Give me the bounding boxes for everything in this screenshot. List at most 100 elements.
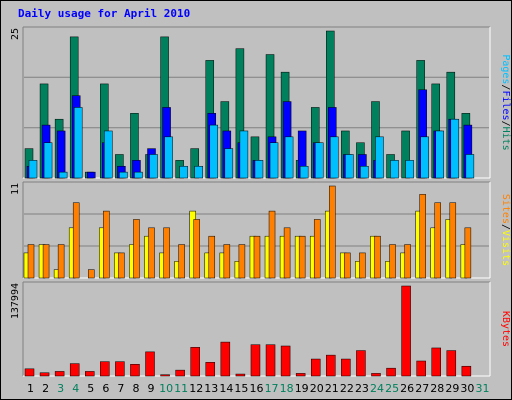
day-label-6: 6	[102, 382, 109, 395]
day-label-26: 26	[400, 382, 414, 395]
chart-title: Daily usage for April 2010	[18, 7, 191, 20]
bar-kbytes-day-3	[54, 371, 65, 377]
bar-sites-day-9	[148, 227, 155, 279]
bar-pages-day-27	[420, 136, 429, 179]
panel-1-series-label: Pages/Files/Hits	[500, 54, 511, 150]
bar-kbytes-day-21	[326, 354, 336, 377]
day-label-20: 20	[310, 382, 324, 395]
bar-kbytes-day-7	[115, 361, 125, 377]
bar-kbytes-day-6	[100, 361, 110, 377]
day-label-4: 4	[72, 382, 79, 395]
day-label-21: 21	[325, 382, 339, 395]
day-label-9: 9	[148, 382, 155, 395]
bar-sites-day-19	[298, 235, 306, 279]
bar-kbytes-day-16	[250, 344, 261, 377]
bar-sites-day-14	[223, 244, 231, 279]
bar-sites-day-22	[344, 252, 351, 279]
day-label-3: 3	[57, 382, 64, 395]
day-label-27: 27	[415, 382, 429, 395]
bar-sites-day-11	[178, 244, 185, 279]
panel-1-ymax-label: 25	[10, 28, 21, 40]
bar-pages-day-20	[314, 142, 324, 179]
bar-sites-day-8	[133, 219, 140, 279]
panel-3-series-label: KBytes	[500, 311, 511, 347]
bar-sites-day-15	[238, 244, 246, 279]
bar-kbytes-day-8	[130, 364, 140, 377]
bar-sites-day-29	[449, 202, 457, 279]
bar-kbytes-day-10	[160, 374, 170, 377]
bar-kbytes-day-24	[371, 373, 381, 377]
day-label-17: 17	[265, 382, 279, 395]
bar-sites-day-21	[329, 185, 336, 279]
day-label-16: 16	[250, 382, 264, 395]
bar-sites-day-27	[419, 194, 426, 279]
bar-sites-day-30	[464, 227, 472, 279]
bar-pages-day-16	[254, 160, 264, 179]
bar-pages-day-1	[28, 160, 38, 179]
bar-kbytes-day-22	[341, 358, 351, 377]
bar-kbytes-day-14	[220, 341, 231, 377]
bar-pages-day-23	[360, 165, 369, 179]
bar-pages-day-6	[104, 130, 113, 179]
bar-pages-day-13	[209, 124, 219, 179]
bar-pages-day-4	[73, 107, 83, 179]
bar-kbytes-day-4	[69, 363, 80, 377]
day-label-7: 7	[117, 382, 124, 395]
day-label-23: 23	[355, 382, 369, 395]
bar-pages-day-10	[164, 136, 173, 179]
bar-pages-day-3	[58, 171, 68, 179]
bar-pages-day-15	[239, 130, 249, 179]
bar-kbytes-day-13	[205, 362, 216, 377]
bar-sites-day-7	[118, 252, 125, 279]
bar-kbytes-day-30	[461, 365, 472, 377]
bar-pages-day-17	[269, 142, 279, 179]
bar-kbytes-day-2	[39, 372, 50, 377]
bar-kbytes-day-18	[280, 345, 291, 377]
day-label-12: 12	[189, 382, 203, 395]
bar-sites-day-1	[27, 244, 35, 279]
bar-sites-day-18	[283, 227, 291, 279]
day-label-28: 28	[430, 382, 444, 395]
bar-pages-day-18	[284, 136, 294, 179]
bar-sites-day-3	[57, 244, 65, 279]
bar-kbytes-day-27	[416, 360, 426, 377]
bar-sites-day-5	[88, 269, 95, 279]
bar-pages-day-24	[375, 136, 384, 179]
day-label-31: 31	[475, 382, 489, 395]
bar-pages-day-7	[119, 171, 128, 179]
day-label-14: 14	[219, 382, 233, 395]
day-label-22: 22	[340, 382, 354, 395]
bar-pages-day-19	[299, 165, 309, 179]
bar-sites-day-12	[193, 219, 200, 279]
bar-kbytes-day-1	[24, 368, 35, 377]
bar-sites-day-26	[404, 244, 411, 279]
bar-sites-day-24	[374, 235, 381, 279]
bar-files-day-3	[56, 130, 66, 179]
bar-sites-day-20	[313, 219, 321, 279]
bar-pages-day-11	[179, 165, 188, 179]
bar-sites-day-25	[389, 244, 396, 279]
bar-pages-day-28	[435, 130, 444, 179]
bar-sites-day-6	[103, 210, 110, 279]
bar-pages-day-9	[149, 154, 158, 179]
bar-pages-day-22	[345, 154, 354, 179]
bar-sites-day-2	[42, 244, 50, 279]
bar-kbytes-day-15	[235, 373, 246, 377]
day-label-11: 11	[174, 382, 188, 395]
panel-2-ymax-label: 11	[10, 183, 21, 195]
bar-pages-day-8	[134, 171, 143, 179]
day-label-29: 29	[445, 382, 459, 395]
day-label-25: 25	[385, 382, 399, 395]
day-label-19: 19	[295, 382, 309, 395]
bar-sites-day-16	[253, 235, 261, 279]
bar-kbytes-day-11	[175, 369, 185, 377]
day-label-5: 5	[87, 382, 94, 395]
bar-pages-day-2	[43, 142, 53, 179]
day-label-8: 8	[132, 382, 139, 395]
bar-pages-day-26	[405, 160, 414, 179]
bar-sites-day-10	[163, 227, 170, 279]
bar-sites-day-28	[434, 202, 441, 279]
bar-pages-day-14	[224, 148, 234, 179]
day-label-15: 15	[234, 382, 248, 395]
bar-kbytes-day-26	[401, 285, 411, 377]
